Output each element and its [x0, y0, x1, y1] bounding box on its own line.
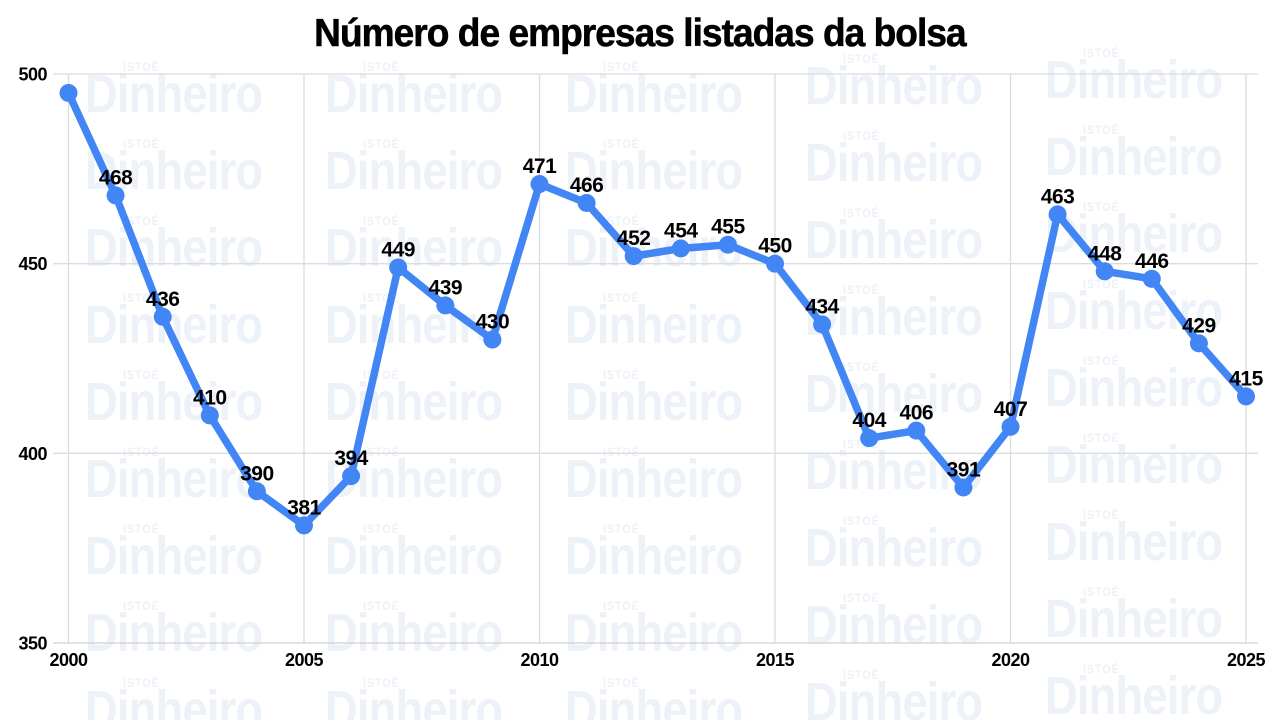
- y-axis-tick-label: 350: [18, 634, 47, 654]
- data-point: [1237, 387, 1255, 406]
- data-point: [1001, 417, 1020, 436]
- data-point: [671, 239, 690, 258]
- x-axis-tick-label: 2005: [285, 650, 324, 670]
- data-point: [436, 296, 455, 315]
- data-point-label: 463: [1041, 185, 1075, 208]
- data-point: [1048, 205, 1067, 224]
- data-point: [860, 429, 879, 448]
- data-point-label: 434: [805, 295, 839, 318]
- data-point: [813, 315, 832, 334]
- chart-title: Número de empresas listadas da bolsa: [0, 12, 1280, 56]
- data-point-label: 390: [240, 462, 274, 485]
- y-axis-tick-label: 400: [18, 444, 47, 464]
- data-point-label: 406: [900, 402, 934, 425]
- y-axis-tick-label: 500: [18, 65, 47, 85]
- data-point: [718, 235, 737, 254]
- data-point: [153, 307, 172, 326]
- x-axis-tick-label: 2015: [756, 650, 795, 670]
- data-point: [295, 516, 313, 535]
- data-point: [483, 330, 502, 349]
- data-point-label: 439: [429, 276, 463, 299]
- x-axis-tick-label: 2020: [991, 650, 1030, 670]
- data-point-label: 381: [287, 496, 321, 519]
- data-point-label: 455: [711, 216, 745, 239]
- data-point: [530, 175, 549, 194]
- data-point-label: 468: [99, 166, 133, 189]
- data-point: [1095, 262, 1114, 281]
- data-point-label: 436: [146, 288, 180, 311]
- data-point-label: 394: [334, 447, 368, 470]
- data-point-label: 430: [476, 311, 510, 334]
- chart-title-text: Número de empresas listadas da bolsa: [314, 12, 967, 56]
- y-axis-tick-label: 450: [18, 254, 47, 274]
- data-point-label: 450: [758, 235, 792, 258]
- x-axis-tick-label: 2025: [1227, 650, 1266, 670]
- data-point: [1142, 269, 1161, 288]
- data-point: [624, 247, 643, 266]
- data-point-label: 415: [1229, 367, 1263, 390]
- data-point-label: 448: [1088, 242, 1122, 265]
- data-point-label: 454: [664, 219, 698, 242]
- data-point: [106, 186, 125, 205]
- data-point-label: 407: [994, 398, 1028, 421]
- x-axis-tick-label: 2010: [520, 650, 559, 670]
- data-point: [342, 467, 361, 486]
- data-point-label: 466: [570, 174, 604, 197]
- data-point-label: 391: [947, 458, 981, 481]
- data-point-label: 410: [193, 386, 227, 409]
- data-point: [247, 482, 266, 501]
- data-point: [766, 254, 784, 273]
- data-point: [200, 406, 219, 425]
- data-point: [1189, 334, 1208, 353]
- data-point-label: 452: [617, 227, 651, 250]
- data-point-label: 404: [852, 409, 886, 432]
- data-point-label: 449: [381, 238, 415, 261]
- series-line: [64, 89, 1250, 530]
- data-point: [907, 421, 926, 440]
- x-axis-tick-label: 2000: [49, 650, 88, 670]
- data-point: [389, 258, 408, 277]
- data-point: [954, 478, 973, 497]
- data-point-label: 471: [523, 155, 557, 178]
- data-point-label: 446: [1135, 250, 1169, 273]
- data-point: [59, 83, 78, 102]
- data-point-label: 429: [1182, 314, 1216, 337]
- data-point: [577, 193, 596, 212]
